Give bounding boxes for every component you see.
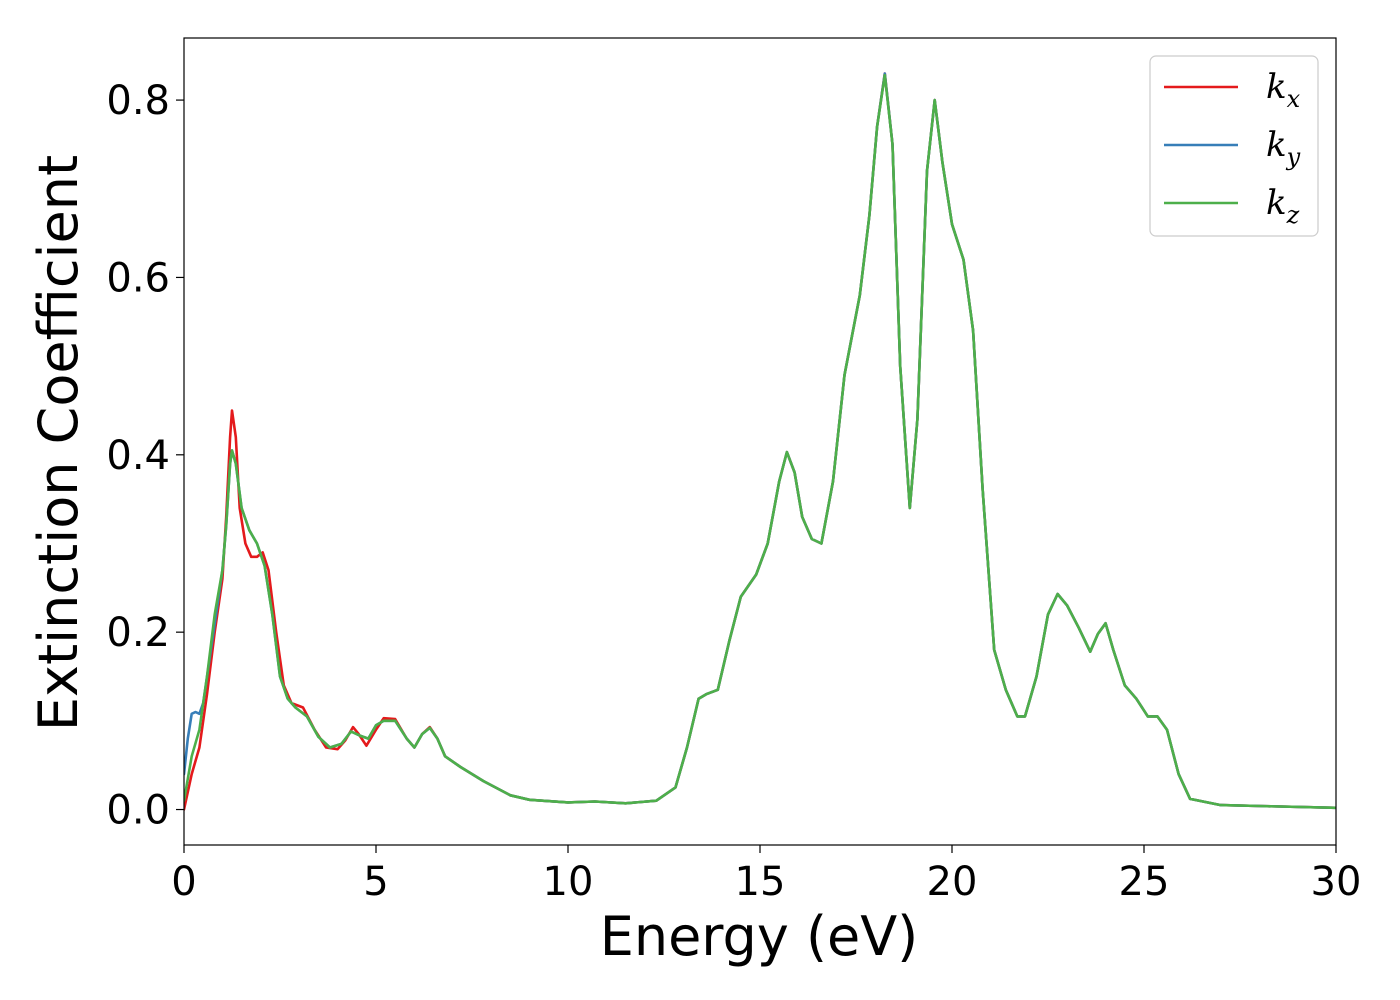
x-axis: 0 5 10 15 20 25 30	[171, 845, 1361, 905]
x-tick-label: 25	[1119, 859, 1170, 905]
legend-label: kz	[1266, 183, 1300, 229]
y-axis-label: Extinction Coefficient	[27, 155, 90, 731]
series-layer	[184, 72, 1336, 811]
legend: kx ky kz	[1149, 55, 1319, 237]
y-axis: 0.0 0.2 0.4 0.6 0.8	[106, 78, 184, 834]
y-tick-label: 0.4	[106, 433, 170, 479]
x-tick-label: 5	[363, 859, 388, 905]
y-tick-label: 0.2	[106, 610, 170, 656]
legend-label: ky	[1266, 125, 1301, 171]
x-tick-label: 10	[543, 859, 594, 905]
y-tick-label: 0.8	[106, 78, 170, 124]
y-tick-label: 0.0	[106, 788, 170, 834]
legend-label: kx	[1266, 67, 1301, 113]
x-tick-label: 30	[1311, 859, 1362, 905]
x-tick-label: 15	[735, 859, 786, 905]
x-tick-label: 20	[927, 859, 978, 905]
x-axis-label: Energy (eV)	[600, 905, 919, 968]
series-line-kz	[184, 73, 1336, 810]
y-tick-label: 0.6	[106, 255, 170, 301]
x-tick-label: 0	[171, 859, 196, 905]
